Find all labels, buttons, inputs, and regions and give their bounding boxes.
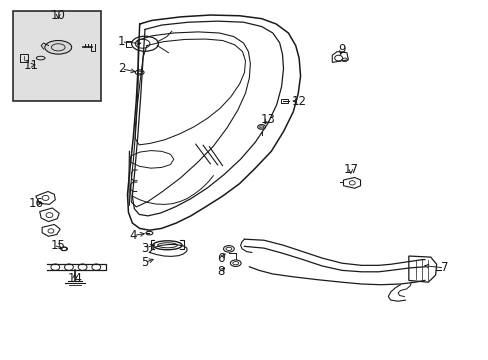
- Text: 3: 3: [141, 242, 148, 255]
- Text: 6: 6: [217, 252, 224, 265]
- Text: 7: 7: [440, 261, 447, 274]
- Text: 15: 15: [51, 239, 65, 252]
- Text: 17: 17: [343, 163, 358, 176]
- Text: 14: 14: [67, 272, 82, 285]
- Bar: [13, 12, 101, 101]
- Text: 9: 9: [338, 42, 345, 55]
- Text: 8: 8: [217, 265, 224, 278]
- Text: 16: 16: [28, 197, 43, 210]
- Text: 11: 11: [23, 59, 39, 72]
- Text: 13: 13: [260, 113, 275, 126]
- Text: 1: 1: [118, 35, 125, 49]
- Text: 2: 2: [118, 62, 125, 75]
- Text: 10: 10: [51, 9, 65, 22]
- Bar: [280, 99, 288, 103]
- Text: 12: 12: [291, 95, 306, 108]
- Text: 4: 4: [129, 229, 137, 242]
- Ellipse shape: [45, 41, 72, 54]
- Text: 5: 5: [141, 256, 148, 269]
